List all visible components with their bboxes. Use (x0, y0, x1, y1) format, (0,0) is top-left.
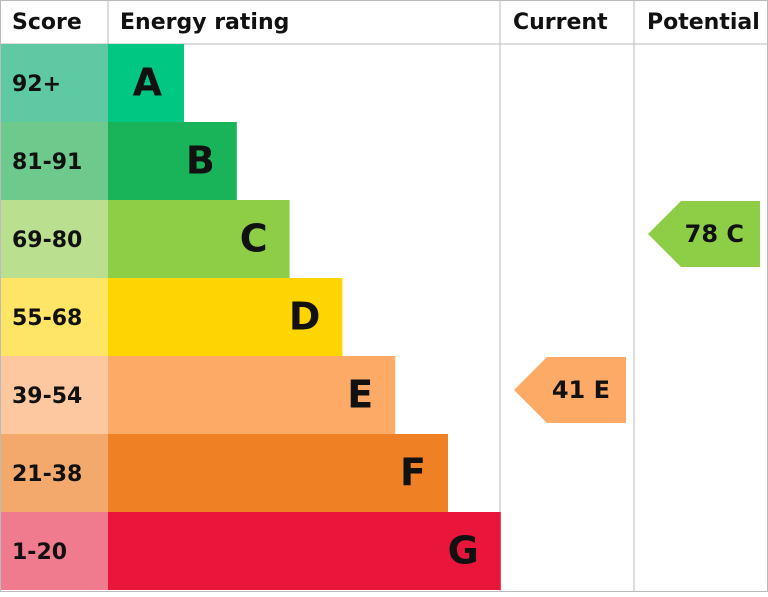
score-cell (1, 44, 108, 122)
rating-bar (108, 356, 396, 434)
score-cell (1, 122, 108, 200)
rating-bar (108, 122, 237, 200)
score-cell (1, 200, 108, 278)
score-label: 81-91 (12, 150, 82, 175)
header-current: Current (513, 10, 608, 35)
current-arrow (514, 357, 626, 423)
score-label: 21-38 (12, 462, 82, 487)
header-rating: Energy rating (120, 10, 289, 35)
rating-bar (108, 44, 184, 122)
rating-letter: C (240, 217, 268, 261)
rating-letter: G (448, 529, 479, 573)
rating-bar (108, 200, 290, 278)
rating-bar (108, 278, 343, 356)
score-label: 92+ (12, 72, 61, 97)
score-label: 1-20 (12, 540, 67, 565)
header-potential: Potential (647, 10, 760, 35)
score-cell (1, 434, 108, 512)
rating-letter: A (133, 61, 163, 105)
potential-label: 78 C (685, 220, 744, 248)
score-label: 69-80 (12, 228, 82, 253)
score-cell (1, 512, 108, 590)
score-cell (1, 356, 108, 434)
rating-letter: E (347, 373, 373, 417)
rating-bar (108, 512, 501, 590)
rating-letter: B (186, 139, 215, 183)
potential-arrow (648, 201, 760, 267)
score-label: 39-54 (12, 384, 82, 409)
current-label: 41 E (552, 376, 610, 404)
rating-letter: D (289, 295, 321, 339)
header-score: Score (12, 10, 82, 35)
rating-letter: F (400, 451, 426, 495)
rating-bar (108, 434, 448, 512)
score-cell (1, 278, 108, 356)
score-label: 55-68 (12, 306, 82, 331)
